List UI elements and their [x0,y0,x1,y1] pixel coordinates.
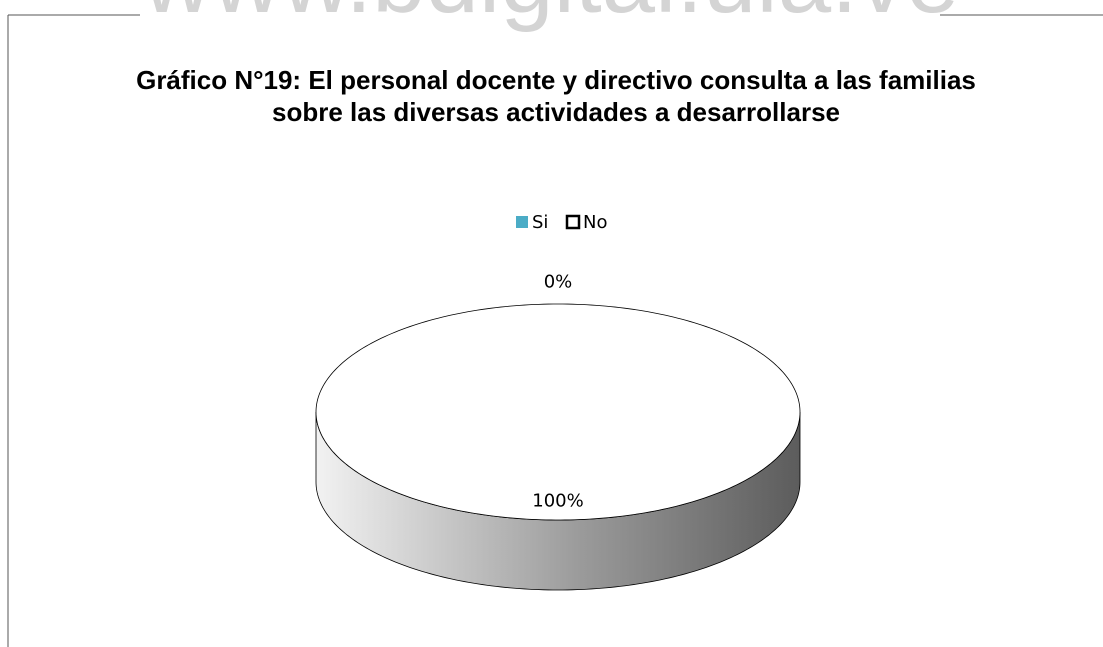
pie-slice [315,303,801,521]
data-label: 100% [532,491,583,512]
chart-title: Gráfico N°19: El personal docente y dire… [136,65,976,127]
watermark: www.bdigital.ula.ve [142,0,959,33]
legend-marker [565,214,581,230]
legend-label: Si [532,212,548,233]
data-label: 0% [544,271,573,292]
legend-label: No [583,212,607,233]
legend-marker [516,216,528,228]
